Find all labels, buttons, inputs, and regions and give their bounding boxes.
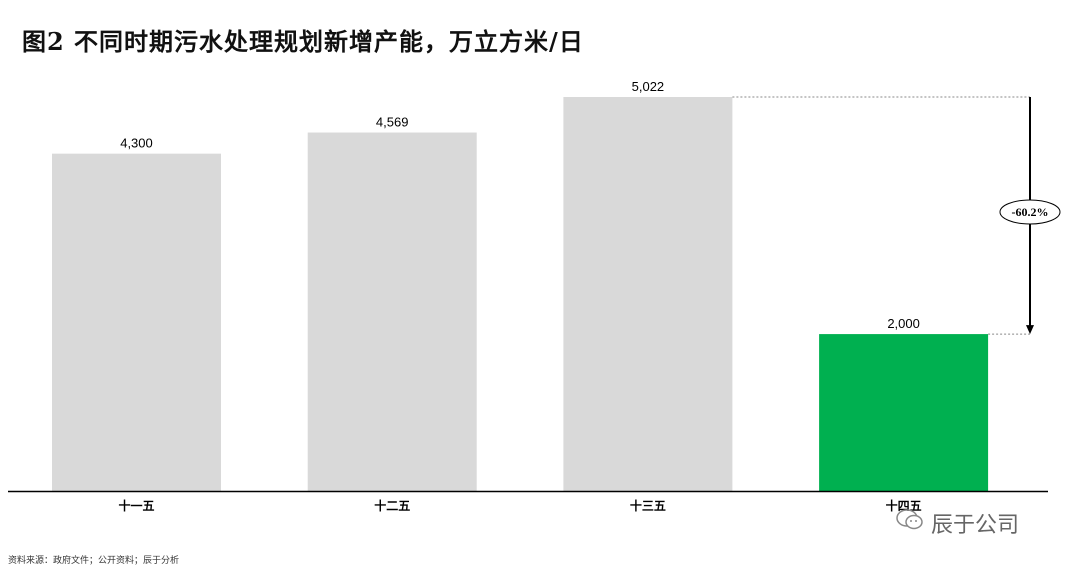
category-label: 十四五	[886, 498, 922, 513]
category-label: 十三五	[630, 498, 666, 513]
wechat-icon	[895, 507, 925, 539]
data-label: 4,300	[120, 136, 153, 151]
source-note: 资料来源：政府文件；公开资料；辰于分析	[8, 556, 180, 566]
bar-4	[819, 334, 989, 491]
bar-3	[563, 97, 733, 491]
data-label: 5,022	[632, 79, 665, 94]
watermark: 辰于公司	[895, 507, 1019, 539]
category-label: 十二五	[374, 498, 410, 513]
arrowhead-icon	[1026, 325, 1034, 335]
bar-2	[307, 132, 477, 491]
watermark-text: 辰于公司	[931, 513, 1020, 538]
chart-title: 图2 不同时期污水处理规划新增产能，万立方米/日	[22, 27, 584, 56]
bar-1	[52, 153, 221, 492]
change-label-oval	[999, 199, 1061, 225]
data-label: 2,000	[887, 316, 920, 331]
change-label: -60.2%	[1012, 205, 1049, 219]
data-label: 4,569	[376, 115, 409, 130]
category-label: 十一五	[118, 498, 154, 513]
